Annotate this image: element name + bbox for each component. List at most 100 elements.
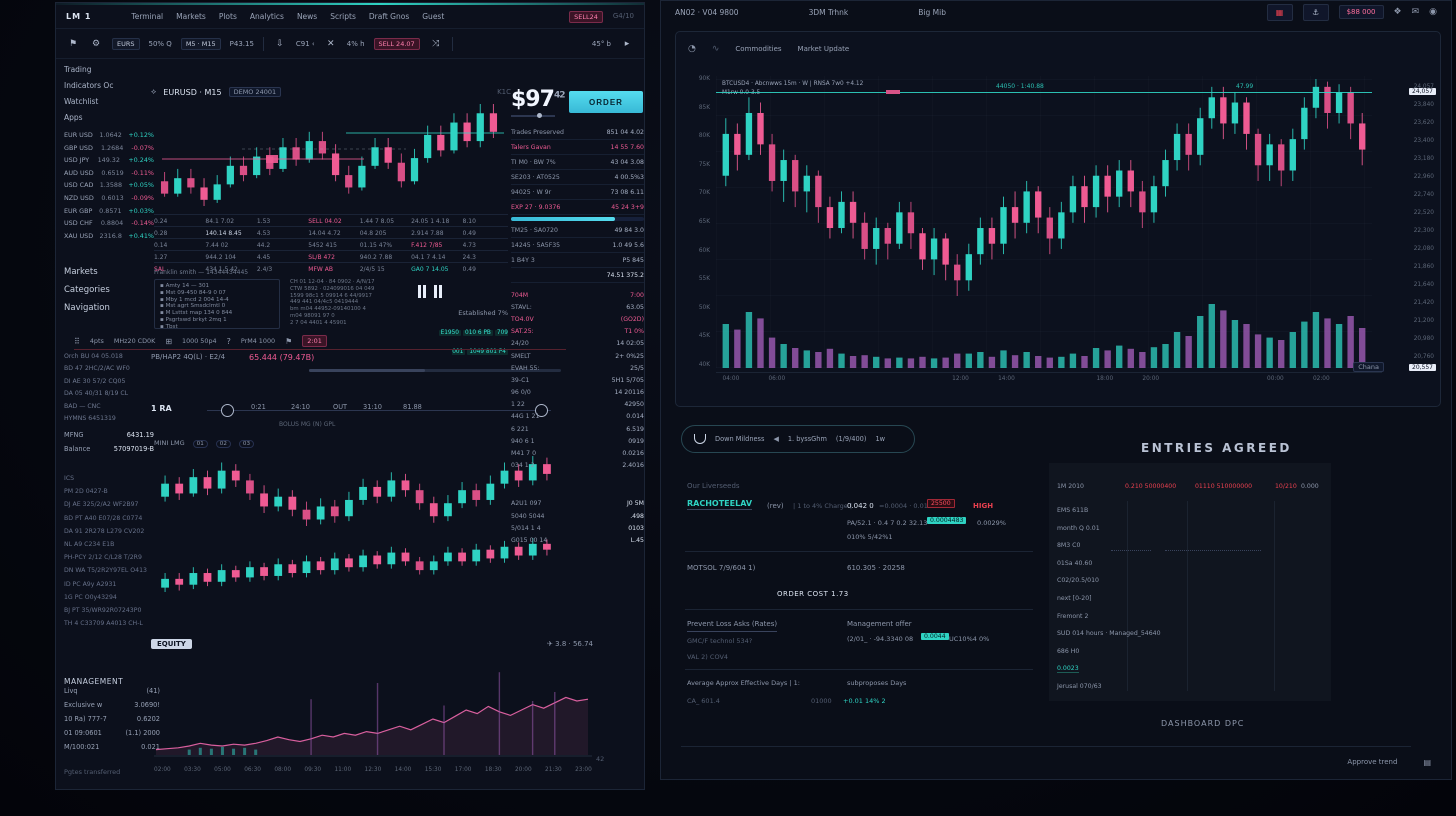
nav-item-1[interactable]: AN02 · V04 9800 (675, 7, 739, 17)
position-row[interactable]: BAD — CNC (64, 402, 101, 410)
download-icon[interactable]: ⇩ (276, 38, 284, 49)
mini-tab-1[interactable]: 01 (192, 439, 208, 448)
tab-market-update[interactable]: Market Update (797, 45, 850, 53)
info-row-label[interactable]: C02/20.5/010 (1057, 577, 1099, 585)
bookmark-icon[interactable]: ⚑ (68, 38, 78, 49)
menu-item[interactable]: Guest (422, 12, 445, 21)
mini-tab-3[interactable]: 03 (238, 439, 255, 448)
panel-icon[interactable]: ▸ (624, 38, 630, 49)
zoom-chip[interactable]: Chana (1353, 362, 1384, 372)
position-row[interactable]: HYMNS 6451319 (64, 414, 116, 422)
watchlist-row[interactable]: AUD USD 0.6519 -0.11% (64, 168, 154, 177)
pill-item-2[interactable]: 1. byssGhm (787, 435, 827, 443)
position-row[interactable]: BD 47 2HC/2/AC WF0 (64, 365, 130, 373)
slider-knob-end[interactable] (535, 404, 548, 417)
sidebar-section-markets[interactable]: Markets (64, 267, 98, 277)
mini-candle-chart-2[interactable] (154, 535, 558, 595)
menu-item[interactable]: Draft Gnos (368, 12, 410, 21)
watchlist-row[interactable]: EUR GBP 0.8571 +0.03% (64, 206, 154, 215)
watchlist-row[interactable]: USD CHF 0.8804 -0.14% (64, 219, 154, 228)
menu-item[interactable]: Analytics (249, 12, 284, 21)
info-row-label[interactable]: SUD 014 hours · Managed_54640 (1057, 630, 1161, 638)
watchlist-row[interactable]: USD JPY 149.32 +0.24% (64, 156, 154, 165)
menu-item[interactable]: Scripts (330, 12, 356, 21)
toolbar-item-4pct[interactable]: 4% h (346, 39, 365, 48)
info-row-label[interactable]: Fremont 2 (1057, 612, 1089, 620)
toolbar-item[interactable]: 1000 50p4 (182, 337, 217, 345)
symbol-select[interactable]: EURS (112, 37, 140, 50)
toolbar-icon[interactable]: ⊞ (165, 336, 173, 346)
watchlist-row[interactable]: GBP USD 1.2684 -0.07% (64, 143, 154, 152)
menubar-right-item[interactable]: G4/10 (612, 12, 634, 21)
approve-trend-link[interactable]: Approve trend (1347, 758, 1398, 766)
active-symbol[interactable]: EURUSD · M15 (163, 87, 222, 97)
menu-item[interactable]: Markets (176, 12, 206, 21)
toolbar-item[interactable]: PrM4 1000 (240, 337, 276, 345)
price-mini-slider[interactable] (511, 113, 555, 118)
position-row[interactable]: DA 05 40/31 8/19 CL (64, 390, 129, 398)
close-icon[interactable]: ✕ (326, 38, 335, 49)
equity-tag[interactable]: EQUITY (151, 639, 192, 650)
order-row[interactable]: DN WA T5/2R2Y97EL O413 (64, 567, 147, 575)
table-row[interactable]: 0.14 7.44 02 44.2 5452 415 01.15 47% F.412 7/… (154, 238, 508, 249)
order-row[interactable]: TH 4 C33709 A4013 CH-L (64, 620, 143, 628)
slider-knob-start[interactable] (221, 404, 234, 417)
sidebar-item[interactable]: Apps (64, 113, 83, 122)
table-row[interactable]: SAL 434 1 5.42 2.4/3 MFW AB 2/4/5 15 GA0 7 14… (154, 262, 508, 273)
toolbar-right-item[interactable]: 45° b (591, 39, 611, 48)
shuffle-icon[interactable]: ⤨ (432, 38, 440, 49)
anchor-icon[interactable]: ⚓ (1302, 3, 1329, 21)
table-row[interactable]: 0.28 140.14 8.45 4.53 14.04 4.72 04.8 205 2.9… (154, 226, 508, 237)
position-row[interactable]: DI AE 30 57/2 CQ05 (64, 377, 126, 385)
order-row[interactable]: NL A9 C234 E1B (64, 540, 115, 548)
menu-icon[interactable]: ▤ (1423, 757, 1431, 767)
zoom-level[interactable]: 50% Q (148, 39, 172, 48)
order-manager-pill[interactable]: Down Mildness ◀ 1. byssGhm (1/9/400) 1w (681, 425, 915, 453)
inbox-icon[interactable]: ✉ (1411, 7, 1420, 17)
order-row[interactable]: DJ AE 325/2/A2 WF2B97 (64, 501, 139, 509)
pause-controls[interactable] (418, 285, 458, 298)
info-row-label[interactable]: 8M3 C0 (1057, 542, 1081, 550)
toolbar-icon[interactable]: ⠿ (74, 336, 80, 346)
instrument-link[interactable]: RACHOTEELAV (687, 499, 753, 510)
pill-item-4[interactable]: 1w (875, 435, 886, 443)
promo-icon[interactable]: ❖ (1393, 7, 1402, 17)
info-row-label[interactable]: 0.0023 (1057, 665, 1079, 674)
sidebar-item[interactable]: Watchlist (64, 97, 99, 106)
menu-item[interactable]: Terminal (131, 12, 164, 21)
watchlist-row[interactable]: EUR USD 1.0642 +0.12% (64, 131, 154, 139)
sell-chip[interactable]: SELL 24.07 (373, 37, 420, 50)
candles-plot[interactable]: BTCUSD4 · Abcnwws 15m · W | RNSA 7w0 +4.… (716, 76, 1372, 368)
toolbar-item[interactable]: MHz20 CD0K (113, 337, 156, 345)
info-row-label[interactable]: Jerusal 070/63 (1057, 683, 1102, 690)
order-row[interactable]: 1G PC O0y43294 (64, 593, 117, 601)
info-row-label[interactable]: next [0-20] (1057, 595, 1092, 602)
tab-commodities[interactable]: Commodities (735, 45, 782, 53)
menu-item[interactable]: News (296, 12, 318, 21)
prev-icon[interactable]: ◀ (773, 434, 779, 443)
time-chip[interactable]: 2:01 (302, 335, 327, 347)
order-row[interactable]: DA 91 2R278 L279 CV202 (64, 527, 145, 535)
order-row[interactable]: ID PC A9y A2931 (64, 580, 117, 588)
equity-area-chart[interactable] (154, 658, 592, 758)
toolbar-icon[interactable]: ? (226, 336, 231, 346)
pill-item-1[interactable]: Down Mildness (715, 435, 765, 443)
terminal-bullet-list[interactable]: ▪ Amty 14 — 301 ▪ Mst 09-450 84-9 0 07 ▪ M… (154, 279, 280, 330)
info-row-label[interactable]: month Q 0.01 (1057, 524, 1100, 532)
sidebar-section-navigation[interactable]: Navigation (64, 303, 110, 313)
sidebar-section-categories[interactable]: Categories (64, 285, 110, 295)
nav-item-2[interactable]: 3DM Trhnk (808, 7, 849, 17)
price-chip[interactable]: $88 000 (1338, 5, 1384, 19)
timeframe-select[interactable]: M5 · M15 (180, 37, 221, 50)
watchlist-row[interactable]: XAU USD 2316.8 +0.41% (64, 231, 154, 240)
main-candle-chart[interactable] (154, 101, 504, 209)
prevent-loss-field[interactable]: Prevent Loss Asks (Rates) (687, 619, 778, 632)
order-row[interactable]: BD PT A40 E07/28 C0774 (64, 514, 143, 522)
toolbar-item-c91[interactable]: C91 ‹ (295, 39, 315, 48)
clock-icon[interactable]: ◔ (688, 44, 696, 54)
sell-badge[interactable]: SELL24 (569, 10, 603, 23)
info-row-label[interactable]: 01Sa 40.60 (1057, 559, 1093, 567)
order-button[interactable]: ORDER (569, 91, 643, 113)
order-row[interactable]: BJ PT 35/WR92R07243P0 (64, 606, 142, 614)
watchlist-row[interactable]: USD CAD 1.3588 +0.05% (64, 181, 154, 190)
